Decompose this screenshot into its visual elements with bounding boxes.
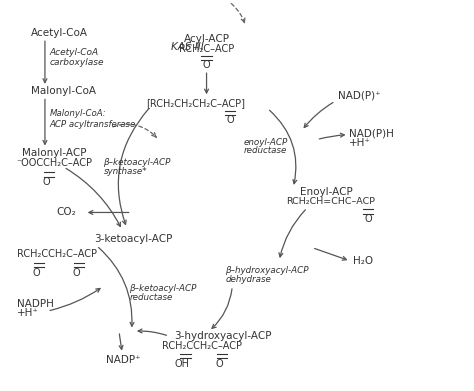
Text: O: O [215, 359, 223, 369]
Text: NADPH: NADPH [17, 299, 54, 309]
Text: RCH₂CH=CHC–ACP: RCH₂CH=CHC–ACP [286, 197, 375, 206]
Text: O: O [33, 267, 40, 278]
Text: Malonyl-CoA: Malonyl-CoA [31, 86, 96, 97]
Text: RCH₂CCH₂C–ACP: RCH₂CCH₂C–ACP [17, 249, 97, 259]
Text: Acetyl-CoA
carboxylase: Acetyl-CoA carboxylase [50, 48, 104, 67]
Text: RCH₂C–ACP: RCH₂C–ACP [179, 44, 234, 54]
Text: reductase: reductase [244, 146, 287, 155]
Text: O: O [365, 214, 372, 224]
Text: KAS III: KAS III [172, 42, 204, 52]
Text: enoyl-ACP: enoyl-ACP [244, 138, 288, 147]
Text: reductase: reductase [129, 293, 173, 302]
Text: CO₂: CO₂ [56, 208, 76, 217]
Text: Acetyl-CoA: Acetyl-CoA [31, 28, 88, 38]
Text: NAD(P)⁺: NAD(P)⁺ [337, 90, 380, 100]
Text: dehydrase: dehydrase [225, 274, 271, 283]
Text: β–ketoacyl-ACP: β–ketoacyl-ACP [103, 158, 171, 167]
Text: +H⁺: +H⁺ [17, 308, 39, 318]
Text: ⁻OOCCH₂C–ACP: ⁻OOCCH₂C–ACP [17, 158, 93, 168]
Text: RCH₂CCH₂C–ACP: RCH₂CCH₂C–ACP [162, 341, 242, 351]
Text: 3-hydroxyacyl-ACP: 3-hydroxyacyl-ACP [174, 331, 271, 341]
Text: Enoyl-ACP: Enoyl-ACP [300, 187, 353, 197]
Text: [RCH₂CH₂CH₂C–ACP]: [RCH₂CH₂CH₂C–ACP] [146, 98, 245, 108]
Text: OH: OH [175, 359, 190, 369]
Text: β–hydroxyacyl-ACP: β–hydroxyacyl-ACP [225, 266, 309, 275]
Text: +H⁺: +H⁺ [349, 138, 371, 148]
Text: O: O [42, 177, 50, 187]
Text: O: O [226, 115, 234, 125]
Text: Acyl-ACP: Acyl-ACP [183, 34, 229, 45]
Text: Malonyl-ACP: Malonyl-ACP [21, 148, 86, 158]
Text: O: O [72, 267, 80, 278]
Text: NADP⁺: NADP⁺ [106, 355, 140, 366]
Text: O: O [203, 60, 210, 70]
Text: Malonyl-CoA:
ACP acyltransferase: Malonyl-CoA: ACP acyltransferase [50, 109, 136, 129]
Text: 3-ketoacyl-ACP: 3-ketoacyl-ACP [94, 234, 173, 244]
Text: synthase*: synthase* [103, 167, 147, 176]
Text: H₂O: H₂O [353, 256, 374, 266]
Text: NAD(P)H: NAD(P)H [349, 129, 394, 139]
Text: β–ketoacyl-ACP: β–ketoacyl-ACP [129, 284, 197, 293]
